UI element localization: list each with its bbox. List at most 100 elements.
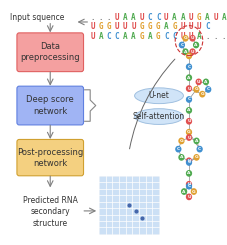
Circle shape (186, 108, 191, 113)
Circle shape (193, 42, 198, 48)
Circle shape (193, 138, 198, 144)
Text: A: A (221, 13, 225, 22)
Text: A: A (182, 190, 185, 194)
Text: .: . (221, 32, 225, 41)
FancyBboxPatch shape (17, 86, 83, 125)
Circle shape (195, 79, 200, 85)
Circle shape (186, 97, 191, 102)
Circle shape (186, 86, 191, 91)
Text: A: A (194, 43, 197, 47)
Text: G: G (147, 22, 152, 31)
Text: Input squence: Input squence (10, 13, 64, 22)
Text: U: U (186, 86, 190, 91)
Text: C: C (176, 147, 179, 151)
Circle shape (178, 138, 183, 144)
Text: A: A (186, 171, 190, 175)
Text: U: U (186, 195, 190, 199)
Text: U: U (186, 119, 190, 123)
Text: A: A (183, 50, 186, 54)
Text: A: A (147, 32, 152, 41)
Circle shape (186, 160, 191, 165)
Text: A: A (180, 13, 184, 22)
Circle shape (178, 155, 183, 160)
Text: A: A (131, 32, 135, 41)
Text: C: C (187, 184, 190, 188)
Text: U: U (196, 80, 200, 84)
Circle shape (199, 91, 204, 97)
Text: A: A (194, 139, 197, 143)
Text: A: A (186, 108, 190, 112)
Circle shape (193, 87, 198, 92)
Text: C: C (155, 13, 160, 22)
Text: C: C (147, 13, 152, 22)
FancyBboxPatch shape (17, 139, 83, 176)
Text: A: A (203, 80, 207, 84)
Text: U: U (114, 22, 119, 31)
Circle shape (191, 189, 195, 194)
Circle shape (181, 189, 186, 194)
Circle shape (175, 147, 180, 152)
Text: G: G (196, 13, 201, 22)
Circle shape (186, 64, 191, 69)
Ellipse shape (134, 109, 183, 124)
Text: .: . (204, 32, 209, 41)
Text: G: G (194, 155, 197, 159)
Text: C: C (187, 160, 190, 164)
Text: U: U (186, 182, 190, 186)
Text: C: C (187, 98, 190, 101)
Text: C: C (106, 32, 111, 41)
Text: U: U (186, 159, 190, 163)
Text: Self-attention: Self-attention (132, 112, 184, 121)
Text: U: U (190, 50, 193, 54)
Text: A: A (123, 13, 127, 22)
Text: G: G (155, 32, 160, 41)
Text: U: U (123, 22, 127, 31)
Text: A: A (163, 22, 168, 31)
Circle shape (186, 194, 191, 199)
Text: C: C (163, 32, 168, 41)
Text: U: U (190, 36, 193, 40)
Text: U: U (196, 22, 201, 31)
Circle shape (182, 36, 187, 41)
Text: U: U (114, 13, 119, 22)
Text: Post-processing
network: Post-processing network (17, 147, 83, 168)
Text: A: A (196, 32, 201, 41)
Text: G: G (186, 130, 190, 134)
Text: C: C (187, 65, 190, 69)
Text: G: G (186, 54, 190, 58)
Text: G: G (191, 190, 195, 194)
Text: C: C (172, 32, 176, 41)
Text: C: C (197, 147, 200, 151)
Text: .: . (106, 13, 111, 22)
Circle shape (193, 155, 198, 160)
Text: G: G (106, 22, 111, 31)
Text: A: A (131, 13, 135, 22)
Circle shape (186, 119, 191, 124)
Text: G: G (98, 22, 103, 31)
Text: U: U (139, 13, 143, 22)
Text: C: C (204, 22, 209, 31)
Text: U: U (188, 32, 192, 41)
Text: G: G (194, 87, 197, 91)
Circle shape (205, 87, 210, 92)
Text: A: A (204, 13, 209, 22)
Text: A: A (98, 32, 103, 41)
Text: G: G (179, 139, 183, 143)
Text: U-net: U-net (148, 91, 169, 100)
Bar (99, 176, 158, 234)
Circle shape (186, 75, 191, 80)
Text: U: U (90, 22, 94, 31)
Circle shape (189, 49, 194, 54)
Circle shape (196, 147, 201, 152)
Circle shape (186, 171, 191, 176)
Text: U: U (186, 135, 190, 139)
Text: U: U (212, 13, 217, 22)
Text: U: U (90, 32, 94, 41)
Text: C: C (114, 32, 119, 41)
Circle shape (186, 184, 191, 189)
Text: U: U (188, 13, 192, 22)
Text: U: U (188, 22, 192, 31)
Text: .: . (98, 13, 103, 22)
Text: .: . (212, 32, 217, 41)
Text: G: G (200, 92, 203, 96)
